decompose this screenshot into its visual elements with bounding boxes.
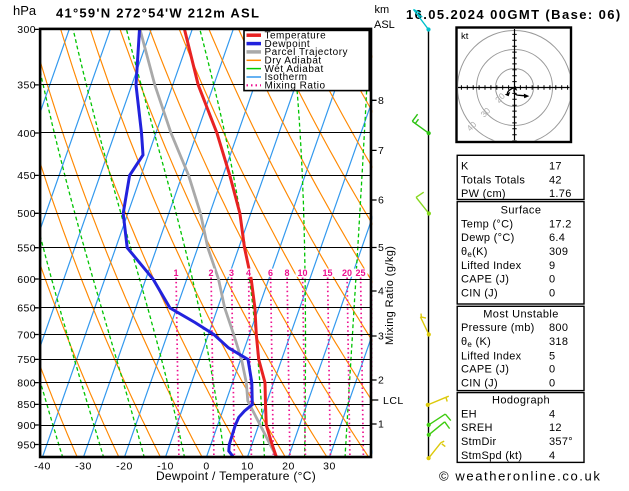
svg-text:© weatheronline.co.uk: © weatheronline.co.uk (439, 469, 601, 484)
svg-text:41°59'N 272°54'W 212m ASL: 41°59'N 272°54'W 212m ASL (56, 6, 260, 21)
svg-text:Pressure (mb): Pressure (mb) (461, 322, 535, 334)
svg-text:Dewpoint / Temperature (°C): Dewpoint / Temperature (°C) (156, 469, 316, 483)
svg-text:450: 450 (17, 170, 36, 182)
svg-text:400: 400 (17, 128, 36, 140)
svg-text:StmDir: StmDir (461, 436, 496, 448)
svg-text:8: 8 (284, 268, 289, 278)
svg-text:4: 4 (549, 450, 555, 462)
svg-text:12: 12 (549, 422, 562, 434)
svg-text:θe(K): θe(K) (461, 246, 488, 259)
svg-text:4: 4 (549, 408, 555, 420)
svg-text:750: 750 (17, 354, 36, 366)
svg-text:CIN (J): CIN (J) (461, 288, 498, 300)
svg-text:900: 900 (17, 420, 36, 432)
svg-text:Hodograph: Hodograph (492, 395, 550, 407)
svg-text:42: 42 (549, 174, 562, 186)
svg-text:hPa: hPa (13, 3, 37, 18)
svg-text:K: K (461, 161, 469, 173)
svg-text:CAPE (J): CAPE (J) (461, 364, 509, 376)
svg-text:20: 20 (342, 268, 352, 278)
svg-text:Temp (°C): Temp (°C) (461, 218, 513, 230)
svg-text:850: 850 (17, 399, 36, 411)
svg-text:15: 15 (322, 268, 332, 278)
svg-text:kt: kt (461, 31, 469, 42)
svg-text:650: 650 (17, 303, 36, 315)
svg-text:1: 1 (378, 419, 384, 431)
svg-text:600: 600 (17, 274, 36, 286)
svg-text:500: 500 (17, 208, 36, 220)
svg-text:CAPE (J): CAPE (J) (461, 274, 509, 286)
svg-text:Lifted Index: Lifted Index (461, 350, 522, 362)
svg-text:Most Unstable: Most Unstable (483, 309, 559, 321)
svg-text:θe (K): θe (K) (461, 336, 491, 349)
svg-text:10: 10 (297, 268, 307, 278)
svg-text:km: km (375, 4, 390, 16)
svg-text:LCL: LCL (383, 395, 404, 407)
svg-text:StmSpd (kt): StmSpd (kt) (461, 450, 522, 462)
svg-text:300: 300 (17, 24, 36, 36)
svg-text:0: 0 (549, 364, 555, 376)
svg-text:16.05.2024 00GMT (Base: 06): 16.05.2024 00GMT (Base: 06) (406, 7, 622, 22)
svg-text:700: 700 (17, 329, 36, 341)
svg-text:-40: -40 (34, 461, 51, 473)
svg-text:17.2: 17.2 (549, 218, 572, 230)
svg-text:Lifted Index: Lifted Index (461, 260, 522, 272)
svg-text:800: 800 (17, 377, 36, 389)
svg-text:Dewp (°C): Dewp (°C) (461, 232, 515, 244)
svg-text:0: 0 (549, 378, 555, 390)
svg-text:2: 2 (378, 375, 384, 387)
svg-text:8: 8 (378, 95, 384, 107)
svg-text:Mixing Ratio: Mixing Ratio (265, 81, 326, 92)
svg-text:7: 7 (378, 145, 384, 157)
svg-text:17: 17 (549, 161, 562, 173)
svg-text:1.76: 1.76 (549, 188, 572, 200)
svg-text:SREH: SREH (461, 422, 493, 434)
svg-text:6.4: 6.4 (549, 232, 565, 244)
svg-text:PW (cm): PW (cm) (461, 188, 506, 200)
svg-text:Surface: Surface (501, 205, 542, 217)
svg-text:0: 0 (549, 274, 555, 286)
svg-text:350: 350 (17, 80, 36, 92)
svg-text:318: 318 (549, 336, 568, 348)
svg-text:3: 3 (229, 268, 234, 278)
svg-text:4: 4 (246, 268, 251, 278)
svg-text:550: 550 (17, 243, 36, 255)
svg-text:Totals Totals: Totals Totals (461, 174, 525, 186)
svg-text:25: 25 (355, 268, 365, 278)
svg-text:Mixing Ratio (g/kg): Mixing Ratio (g/kg) (384, 246, 396, 345)
svg-text:-30: -30 (75, 461, 92, 473)
svg-text:0: 0 (549, 288, 555, 300)
svg-text:2: 2 (208, 268, 213, 278)
svg-text:309: 309 (549, 246, 568, 258)
svg-text:CIN (J): CIN (J) (461, 378, 498, 390)
svg-text:950: 950 (17, 439, 36, 451)
svg-text:9: 9 (549, 260, 555, 272)
svg-text:-20: -20 (116, 461, 133, 473)
svg-text:1: 1 (173, 268, 178, 278)
svg-text:6: 6 (268, 268, 273, 278)
svg-text:ASL: ASL (374, 19, 395, 31)
svg-text:357°: 357° (549, 436, 573, 448)
svg-text:5: 5 (549, 350, 555, 362)
svg-text:30: 30 (323, 461, 336, 473)
svg-text:EH: EH (461, 408, 477, 420)
svg-text:6: 6 (378, 195, 384, 207)
svg-text:800: 800 (549, 322, 568, 334)
